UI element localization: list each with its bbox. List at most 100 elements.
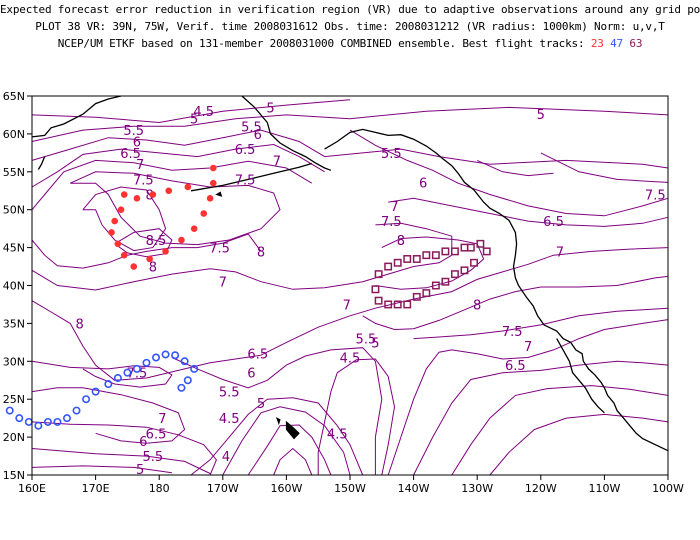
flight-track-23-point — [120, 191, 128, 198]
coastline — [190, 162, 312, 192]
contour-value-label: 6 — [133, 135, 141, 150]
flight-track-23-point — [162, 248, 169, 255]
contour-value-label: 7 — [136, 158, 144, 173]
contour-value-label: 4.5 — [219, 412, 240, 427]
lon-tick-label: 180 — [149, 482, 170, 495]
contour-line — [31, 222, 453, 291]
coastline — [556, 338, 605, 414]
flight-track-23-point — [114, 240, 122, 248]
lon-tick-label: 160W — [270, 482, 302, 495]
contour-value-label: 8 — [257, 245, 265, 260]
contour-value-label: 4.5 — [327, 427, 348, 442]
map-title-line-3: NCEP/UM ETKF based on 131-member 2008031… — [0, 37, 700, 50]
flight-track-63-point — [393, 300, 402, 309]
contour-value-label: 7 — [343, 298, 351, 313]
longitude-axis: 160E 170E 180 170W 160W 150W 140W 130W 120W 110W 1… — [18, 475, 684, 495]
lat-tick-label: 25N — [3, 393, 25, 406]
contour-value-label: 4.5 — [340, 352, 361, 367]
contour-value-label: 5.5 — [381, 147, 402, 162]
contour-line — [31, 159, 313, 211]
flight-track-47-point — [190, 364, 199, 373]
flight-track-63-point — [403, 255, 412, 263]
contour-value-label: 7 — [556, 245, 564, 260]
coastline — [37, 156, 46, 170]
contour-line — [31, 465, 172, 474]
flight-track-47-point — [132, 364, 141, 373]
contour-value-label: 7 — [273, 154, 281, 169]
contour-value-label: 5.5 — [123, 124, 144, 139]
flight-track-23-point — [133, 195, 141, 202]
contour-line — [489, 413, 669, 476]
flight-track-63-point — [384, 300, 393, 309]
contour-line — [273, 447, 313, 476]
contour-value-label: 5 — [537, 108, 545, 123]
contour-line — [247, 424, 332, 476]
flight-track-23-point — [108, 229, 115, 236]
flight-track-47-point — [177, 383, 186, 392]
flight-track-23-point — [178, 236, 185, 244]
flight-track-47-point — [123, 368, 132, 377]
coastline — [241, 95, 332, 171]
flight-track-47-point — [62, 414, 71, 423]
flight-track-23-point — [206, 195, 214, 202]
coastline — [324, 128, 669, 452]
flight-track-47-point — [34, 421, 43, 430]
flight-track-63-point — [403, 300, 412, 309]
contour-line — [114, 228, 173, 258]
flight-track-47-point — [171, 351, 180, 360]
flight-track-63-point — [384, 262, 393, 271]
contour-value-label: 7.5 — [645, 189, 666, 204]
contour-line — [540, 152, 669, 183]
contour-value-label: 5 — [136, 463, 144, 478]
flight-track-63-point — [422, 289, 431, 298]
contour-line — [171, 347, 383, 475]
lat-tick-label: 40N — [3, 280, 25, 293]
flight-track-63-point — [422, 251, 431, 260]
contour-line — [82, 186, 167, 252]
contour-value-label: 5 — [266, 101, 274, 116]
contour-line — [451, 385, 669, 476]
contour-lines — [31, 99, 669, 476]
contour-value-label: 8 — [397, 234, 405, 249]
flight-track-63-point — [470, 258, 478, 267]
contour-line — [31, 360, 173, 388]
lon-tick-label: 110W — [588, 482, 620, 495]
contour-line — [375, 236, 485, 290]
lat-tick-label: 20N — [3, 431, 25, 444]
flight-track-63-point — [431, 251, 440, 260]
flight-track-63-point — [460, 266, 469, 275]
contour-line — [31, 448, 211, 474]
flight-track-23-point — [190, 225, 198, 232]
contour-line — [31, 421, 217, 476]
contour-line — [31, 106, 669, 142]
flight-track-47-point — [5, 406, 14, 415]
contour-value-label: 7.5 — [502, 325, 523, 340]
flight-track-23-point — [209, 164, 217, 172]
lat-tick-label: 45N — [3, 242, 25, 255]
flight-track-47-point — [142, 358, 151, 367]
contour-value-label: 5.5 — [219, 386, 240, 401]
flight-track-47-point — [72, 406, 81, 415]
flight-track-63-point — [412, 292, 421, 301]
contour-line — [388, 197, 669, 227]
flight-track-47-point — [161, 350, 170, 359]
contour-line — [476, 159, 554, 177]
lon-tick-label: 140W — [398, 482, 430, 495]
contour-value-label: 7 — [219, 276, 227, 291]
flight-track-63-point — [371, 285, 380, 294]
contour-line — [190, 397, 364, 476]
lon-tick-label: 160E — [18, 482, 46, 495]
contour-value-label: 4.5 — [193, 105, 214, 120]
island — [215, 191, 223, 197]
contour-value-label: 8.5 — [146, 234, 167, 249]
contour-value-label: 6 — [419, 176, 427, 191]
contour-value-label: 8 — [149, 261, 157, 276]
contour-value-label: 5.5 — [241, 120, 262, 135]
track-number-63: 63 — [629, 37, 643, 50]
contour-line — [31, 387, 186, 444]
contour-value-label: 7 — [390, 200, 398, 215]
flight-track-63-point — [374, 296, 383, 305]
contour-value-label: 6 — [247, 367, 255, 382]
flight-track-63-point — [393, 258, 402, 267]
coastline — [31, 95, 122, 138]
